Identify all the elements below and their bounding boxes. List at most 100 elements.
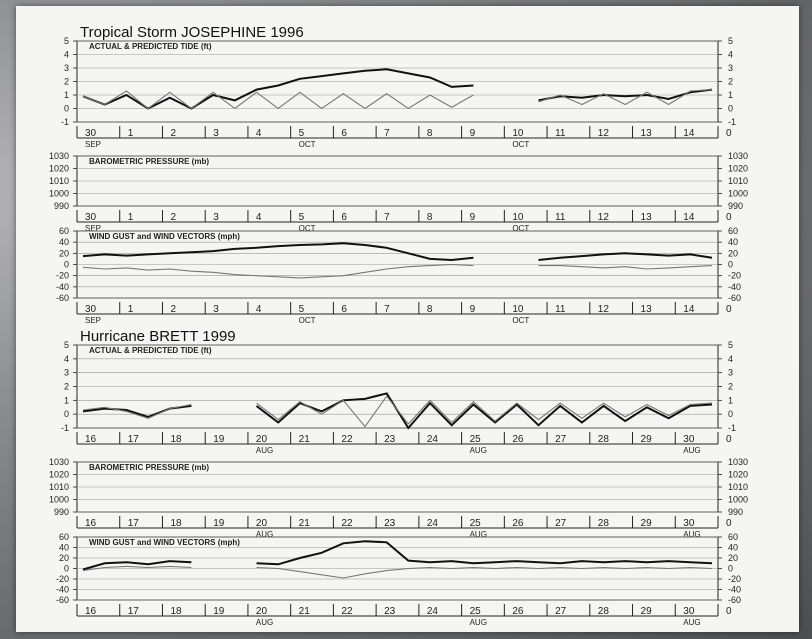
- y-tick-label-left: 40: [59, 237, 69, 247]
- x-tick-label: 22: [341, 606, 353, 617]
- y-tick-label-left: 990: [54, 201, 69, 211]
- x-tick-label: 6: [341, 128, 347, 139]
- y-tick-label-right: 3: [728, 63, 733, 73]
- x-tick-label: 11: [555, 212, 566, 223]
- x-tick-label: 0: [726, 518, 732, 529]
- x-tick-label: 25: [470, 434, 482, 445]
- y-tick-label-left: -1: [61, 117, 69, 127]
- x-tick-label: 3: [213, 304, 219, 315]
- y-tick-label-left: 5: [64, 36, 69, 46]
- x-tick-label: 29: [641, 434, 653, 445]
- y-tick-label-right: 1030: [728, 457, 748, 467]
- y-tick-label-right: 20: [728, 553, 738, 563]
- x-tick-label: 17: [128, 606, 140, 617]
- series-line-secondary: [538, 265, 713, 270]
- panel-title: BAROMETRIC PRESSURE (mb): [89, 157, 209, 166]
- month-label: OCT: [299, 316, 316, 325]
- y-tick-label-left: 20: [59, 248, 69, 258]
- x-tick-label: 9: [470, 304, 476, 315]
- month-label: AUG: [470, 530, 487, 539]
- x-tick-label: 9: [470, 212, 476, 223]
- x-tick-label: 18: [170, 434, 182, 445]
- x-tick-label: 20: [256, 606, 268, 617]
- y-tick-label-right: -60: [728, 293, 741, 303]
- x-tick-label: 8: [427, 212, 433, 223]
- y-tick-label-right: -1: [728, 423, 736, 433]
- x-tick-label: 16: [85, 434, 97, 445]
- x-tick-label: 11: [555, 128, 566, 139]
- x-tick-label: 21: [299, 434, 311, 445]
- month-label: AUG: [683, 446, 700, 455]
- x-tick-label: 18: [170, 606, 182, 617]
- month-label: SEP: [85, 316, 101, 325]
- y-tick-label-right: 5: [728, 340, 733, 350]
- x-tick-label: 4: [256, 304, 262, 315]
- y-tick-label-left: 1020: [49, 470, 69, 480]
- x-tick-label: 27: [555, 606, 567, 617]
- x-tick-label: 10: [512, 304, 524, 315]
- x-tick-label: 6: [341, 212, 347, 223]
- x-tick-label: 30: [85, 212, 97, 223]
- x-tick-label: 23: [384, 606, 396, 617]
- y-tick-label-left: 1000: [49, 495, 69, 505]
- x-tick-label: 13: [641, 128, 653, 139]
- y-tick-label-left: 0: [64, 104, 69, 114]
- x-tick-label: 13: [641, 304, 653, 315]
- y-tick-label-left: 20: [59, 553, 69, 563]
- x-tick-label: 30: [683, 434, 695, 445]
- x-tick-label: 17: [128, 434, 140, 445]
- panel-title: BAROMETRIC PRESSURE (mb): [89, 463, 209, 472]
- x-tick-label: 28: [598, 434, 610, 445]
- x-tick-label: 16: [85, 606, 97, 617]
- x-tick-label: 7: [384, 304, 390, 315]
- x-tick-label: 16: [85, 518, 97, 529]
- y-tick-label-left: 1010: [49, 482, 69, 492]
- x-tick-label: 0: [726, 434, 732, 445]
- y-tick-label-right: 4: [728, 50, 733, 60]
- month-label: OCT: [512, 224, 529, 233]
- y-tick-label-left: 2: [64, 382, 69, 392]
- x-tick-label: 8: [427, 128, 433, 139]
- x-tick-label: 14: [683, 304, 695, 315]
- month-label: AUG: [256, 446, 273, 455]
- y-tick-label-right: 1020: [728, 470, 748, 480]
- x-tick-label: 19: [213, 434, 225, 445]
- y-tick-label-right: 0: [728, 564, 733, 574]
- x-tick-label: 10: [512, 128, 524, 139]
- y-tick-label-right: 0: [728, 409, 733, 419]
- y-tick-label-right: 20: [728, 248, 738, 258]
- x-tick-label: 29: [641, 518, 653, 529]
- y-tick-label-left: -40: [56, 282, 69, 292]
- y-tick-label-left: 1010: [49, 176, 69, 186]
- month-label: OCT: [299, 224, 316, 233]
- y-tick-label-left: -40: [56, 585, 69, 595]
- x-tick-label: 28: [598, 518, 610, 529]
- x-tick-label: 7: [384, 128, 390, 139]
- y-tick-label-right: 40: [728, 543, 738, 553]
- y-tick-label-left: 0: [64, 260, 69, 270]
- x-tick-label: 2: [170, 304, 176, 315]
- series-line-actual: [255, 392, 713, 430]
- x-tick-label: 27: [555, 434, 567, 445]
- x-tick-label: 20: [256, 518, 268, 529]
- y-tick-label-right: 1000: [728, 189, 748, 199]
- y-tick-label-left: -60: [56, 293, 69, 303]
- x-tick-label: 28: [598, 606, 610, 617]
- y-tick-label-left: 1: [64, 90, 69, 100]
- y-tick-label-right: 0: [728, 104, 733, 114]
- y-tick-label-left: 1030: [49, 151, 69, 161]
- x-tick-label: 22: [341, 434, 353, 445]
- y-tick-label-left: 5: [64, 340, 69, 350]
- x-tick-label: 14: [683, 212, 695, 223]
- series-line-secondary: [82, 565, 192, 572]
- month-label: AUG: [256, 530, 273, 539]
- x-tick-label: 30: [683, 518, 695, 529]
- x-tick-label: 9: [470, 128, 476, 139]
- y-tick-label-left: 1: [64, 395, 69, 405]
- series-line-actual: [82, 242, 474, 262]
- x-tick-label: 30: [85, 304, 97, 315]
- y-tick-label-left: 60: [59, 532, 69, 542]
- month-label: AUG: [470, 618, 487, 627]
- x-tick-label: 10: [512, 212, 524, 223]
